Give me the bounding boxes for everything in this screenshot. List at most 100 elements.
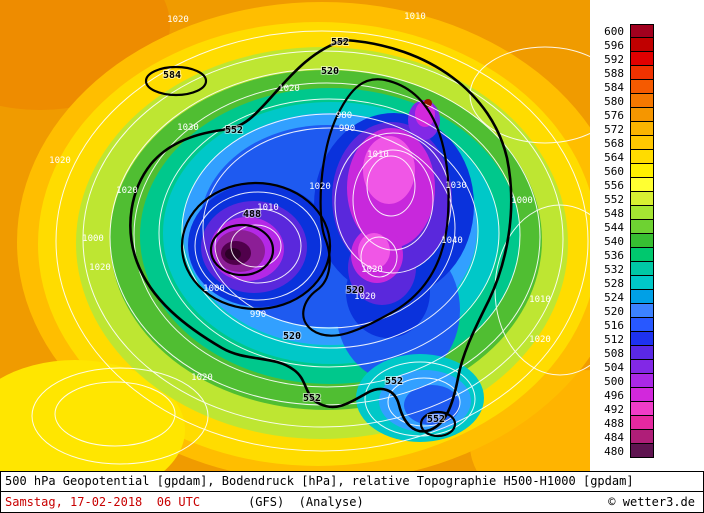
isobar-label: 1020 [354,292,376,302]
scale-color-swatch [630,192,654,206]
scale-color-swatch [630,402,654,416]
scale-entry: 544 [596,220,654,234]
geopotential-label: 488 [243,209,261,220]
isobar-label: 1020 [278,84,300,94]
scale-value: 576 [604,108,624,122]
scale-color-swatch [630,318,654,332]
scale-color-swatch [630,150,654,164]
scale-color-swatch [630,136,654,150]
isobar-label: 1020 [49,156,71,166]
scale-value: 496 [604,388,624,402]
isobar-label: 1010 [529,295,551,305]
scale-entry: 508 [596,346,654,360]
scale-entry: 596 [596,38,654,52]
scale-color-swatch [630,374,654,388]
scale-entry: 512 [596,332,654,346]
footer-info-line: Samstag, 17-02-2018 06 UTC (GFS) (Analys… [1,492,703,513]
geopotential-label: 520 [321,66,339,77]
weather-map: 1020 1010 1020 1030 980 990 1010 1020 1030 1040 10… [0,0,590,471]
scale-color-swatch [630,94,654,108]
contour-520-right [302,78,450,337]
scale-color-swatch [630,66,654,80]
geopotential-label: 552 [427,414,445,425]
scale-value: 536 [604,248,624,262]
scale-entry: 528 [596,276,654,290]
scale-color-swatch [630,52,654,66]
scale-entry: 560 [596,164,654,178]
isobar-label: 1000 [203,284,225,294]
color-scale: 600 596 592 588 584 580 576 572 568 564 560 556 552 5… [596,24,654,458]
scale-entry: 568 [596,136,654,150]
scale-value: 584 [604,80,624,94]
scale-entry: 480 [596,444,654,458]
geopotential-labels-layer: 584 552 552 520 488 520 520 552 552 552 [162,36,446,426]
scale-value: 512 [604,332,624,346]
isobar-label: 1020 [309,182,331,192]
scale-entry: 524 [596,290,654,304]
isobar-label: 1000 [511,196,533,206]
scale-entry: 500 [596,374,654,388]
scale-color-swatch [630,248,654,262]
scale-value: 504 [604,360,624,374]
contour-552-main [129,38,513,433]
scale-entry: 564 [596,150,654,164]
scale-value: 560 [604,164,624,178]
contour-584 [144,65,208,97]
isobar-label: 1020 [529,335,551,345]
scale-color-swatch [630,332,654,346]
isobar-label: 980 [336,111,352,121]
scale-value: 524 [604,290,624,304]
scale-color-swatch [630,234,654,248]
scale-value: 552 [604,192,624,206]
geopotential-label: 584 [163,70,181,81]
scale-value: 492 [604,402,624,416]
scale-value: 528 [604,276,624,290]
isobar-label: 1030 [177,123,199,133]
scale-value: 592 [604,52,624,66]
scale-entry: 572 [596,122,654,136]
scale-entry: 556 [596,178,654,192]
isobar-label: 990 [250,310,266,320]
scale-color-swatch [630,416,654,430]
isobar-label: 1010 [367,150,389,160]
scale-value: 516 [604,318,624,332]
scale-color-swatch [630,178,654,192]
map-title: 500 hPa Geopotential [gpdam], Bodendruck… [1,472,703,492]
scale-color-swatch [630,346,654,360]
scale-entry: 488 [596,416,654,430]
scale-entry: 580 [596,94,654,108]
scale-color-swatch [630,80,654,94]
scale-value: 488 [604,416,624,430]
scale-entry: 600 [596,24,654,38]
scale-value: 568 [604,136,624,150]
scale-color-swatch [630,444,654,458]
contour-520-left [180,181,332,311]
scale-entry: 516 [596,318,654,332]
scale-color-swatch [630,38,654,52]
scale-entry: 548 [596,206,654,220]
scale-color-swatch [630,164,654,178]
scale-color-swatch [630,304,654,318]
geopotential-label: 520 [346,285,364,296]
footer-date: Samstag, 17-02-2018 06 UTC [5,495,201,509]
scale-entry: 540 [596,234,654,248]
scale-entry: 592 [596,52,654,66]
scale-value: 544 [604,220,624,234]
scale-color-swatch [630,430,654,444]
scale-value: 500 [604,374,624,388]
isobar-label: 1020 [361,265,383,275]
isobar-label: 990 [339,124,355,134]
scale-value: 600 [604,24,624,38]
isobar-label: 1030 [445,181,467,191]
scale-value: 532 [604,262,624,276]
isobar-label: 1010 [404,12,426,22]
scale-value: 556 [604,178,624,192]
footer-model: (GFS) (Analyse) [248,495,364,509]
scale-value: 484 [604,430,624,444]
isobar-label: 1020 [116,186,138,196]
scale-color-swatch [630,122,654,136]
geopotential-label: 552 [331,37,349,48]
scale-color-swatch [630,276,654,290]
scale-color-swatch [630,24,654,38]
scale-entry: 484 [596,430,654,444]
